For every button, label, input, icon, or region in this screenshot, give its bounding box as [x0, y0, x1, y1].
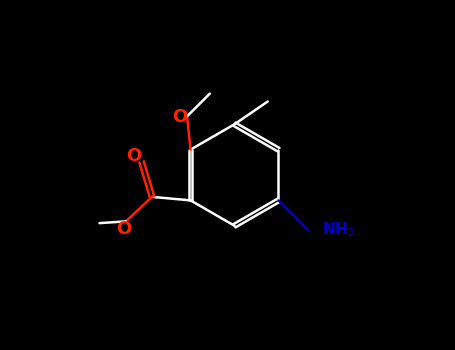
Text: O: O	[116, 220, 131, 238]
Text: O: O	[126, 147, 142, 165]
Text: O: O	[172, 108, 187, 126]
Text: NH$_2$: NH$_2$	[322, 220, 354, 239]
